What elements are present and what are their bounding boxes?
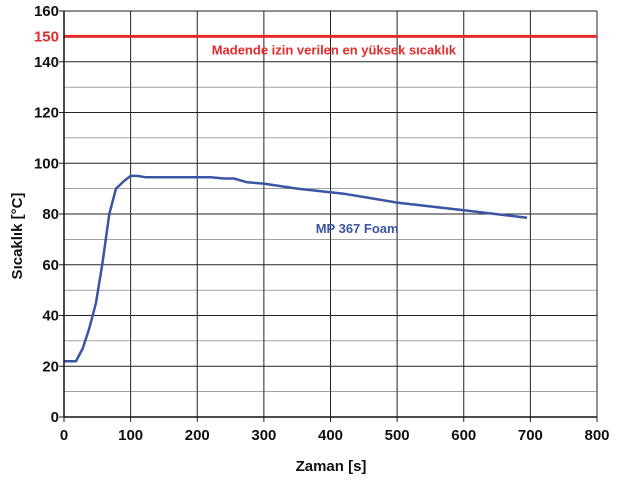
series-line-mp-367-foam: [64, 174, 528, 363]
x-tick-label: 800: [584, 427, 609, 444]
axes: [59, 10, 598, 422]
y-tick-label: 160: [34, 3, 59, 20]
grid: [64, 10, 598, 417]
x-tick-label: 200: [185, 427, 210, 444]
y-tick-label: 120: [34, 105, 59, 122]
series-group: MP 367 Foam: [64, 174, 528, 363]
x-tick-label: 100: [118, 427, 143, 444]
y-tick-label: 60: [42, 257, 59, 274]
y-tick-label: 20: [42, 358, 59, 375]
tick-labels: 0 100 200 300 400 500 600 700 800 0 20 40 60 80 100 120…: [34, 3, 610, 444]
y-axis-title: Sıcaklık [°C]: [9, 193, 26, 280]
x-tick-label: 300: [251, 427, 276, 444]
y-tick-label: 80: [42, 206, 59, 223]
reference-line-label: Madende izin verilen en yüksek sıcaklık: [212, 42, 457, 57]
x-tick-label: 400: [318, 427, 343, 444]
reference-tick-label: 150: [34, 28, 59, 45]
x-tick-label: 0: [60, 427, 68, 444]
reference-line-group: 150 Madende izin verilen en yüksek sıcakl…: [34, 28, 597, 57]
x-tick-label: 500: [385, 427, 410, 444]
x-tick-label: 700: [518, 427, 543, 444]
x-axis-title: Zaman [s]: [296, 458, 367, 475]
x-tick-label: 600: [451, 427, 476, 444]
y-tick-label: 40: [42, 308, 59, 325]
y-tick-label: 140: [34, 54, 59, 71]
y-tick-label: 0: [51, 409, 59, 426]
series-label-mp-367-foam: MP 367 Foam: [316, 221, 399, 236]
y-tick-label: 100: [34, 155, 59, 172]
